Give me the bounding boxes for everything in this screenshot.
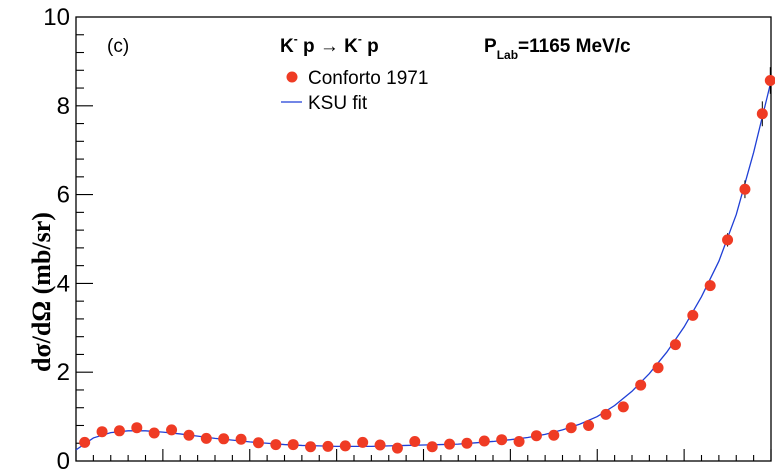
data-point — [704, 280, 716, 292]
data-point — [652, 362, 664, 374]
title-p1: p — [298, 36, 320, 57]
data-point — [722, 234, 734, 246]
data-point — [583, 419, 595, 431]
data-point — [200, 432, 212, 444]
title-k1: K — [280, 36, 294, 57]
data-point — [669, 339, 681, 351]
data-point — [565, 422, 577, 434]
y-tick-label: 6 — [57, 182, 70, 209]
title-sup2: - — [358, 32, 362, 46]
data-point — [235, 433, 247, 445]
data-point — [513, 435, 525, 447]
data-point — [426, 441, 438, 453]
y-tick-label: 4 — [57, 270, 70, 297]
title-k2: K — [339, 36, 358, 57]
data-point — [409, 435, 421, 447]
data-point — [252, 437, 264, 449]
data-point — [305, 441, 317, 453]
data-point — [270, 439, 282, 451]
title-plab: P — [484, 36, 497, 57]
y-axis-ticks: 0 2 4 6 8 10 — [43, 4, 93, 473]
x-axis-ticks — [75, 449, 772, 461]
data-points-layer — [79, 67, 775, 454]
title-plab-sub: Lab — [497, 48, 518, 62]
legend: Conforto 1971 KSU fit — [281, 68, 428, 114]
legend-label-ksu: KSU fit — [308, 93, 368, 114]
data-point — [96, 426, 108, 438]
title-p2: p — [362, 36, 379, 57]
data-point — [687, 309, 699, 321]
data-point — [496, 434, 508, 446]
fit-line-layer — [75, 81, 772, 451]
title-plab-value: =1165 MeV/c — [518, 36, 631, 57]
y-tick-label: 0 — [57, 448, 70, 473]
data-point — [756, 108, 768, 120]
data-point — [617, 401, 629, 413]
data-point — [131, 422, 143, 434]
panel-label: (c) — [107, 36, 129, 57]
data-point — [764, 74, 775, 86]
legend-label-conforto: Conforto 1971 — [308, 68, 428, 89]
data-point — [461, 437, 473, 449]
chart-title: K- p → K- p — [280, 32, 379, 57]
data-point — [444, 438, 456, 450]
data-point — [166, 424, 178, 436]
title-arrow: → — [320, 36, 339, 57]
legend-marker-conforto — [286, 71, 298, 83]
data-point — [600, 408, 612, 420]
data-point — [113, 425, 125, 437]
data-point — [391, 442, 403, 454]
data-point — [322, 440, 334, 452]
data-point — [478, 435, 490, 447]
title-sup1: - — [294, 32, 298, 46]
y-tick-label: 2 — [57, 359, 70, 386]
data-point — [287, 439, 299, 451]
data-point — [183, 429, 195, 441]
data-point — [148, 427, 160, 439]
data-point — [548, 429, 560, 441]
data-point — [739, 183, 751, 195]
ksu-fit-line — [75, 81, 772, 451]
y-tick-label: 8 — [57, 93, 70, 120]
data-point — [339, 440, 351, 452]
chart-title-plab: PLab=1165 MeV/c — [484, 36, 631, 62]
y-axis-label: dσ/dΩ (mb/sr) — [27, 212, 56, 372]
data-point — [218, 433, 230, 445]
data-point — [79, 436, 91, 448]
y-tick-label: 10 — [43, 4, 70, 31]
data-point — [530, 430, 542, 442]
data-point — [635, 379, 647, 391]
data-point — [357, 436, 369, 448]
data-point — [374, 439, 386, 451]
